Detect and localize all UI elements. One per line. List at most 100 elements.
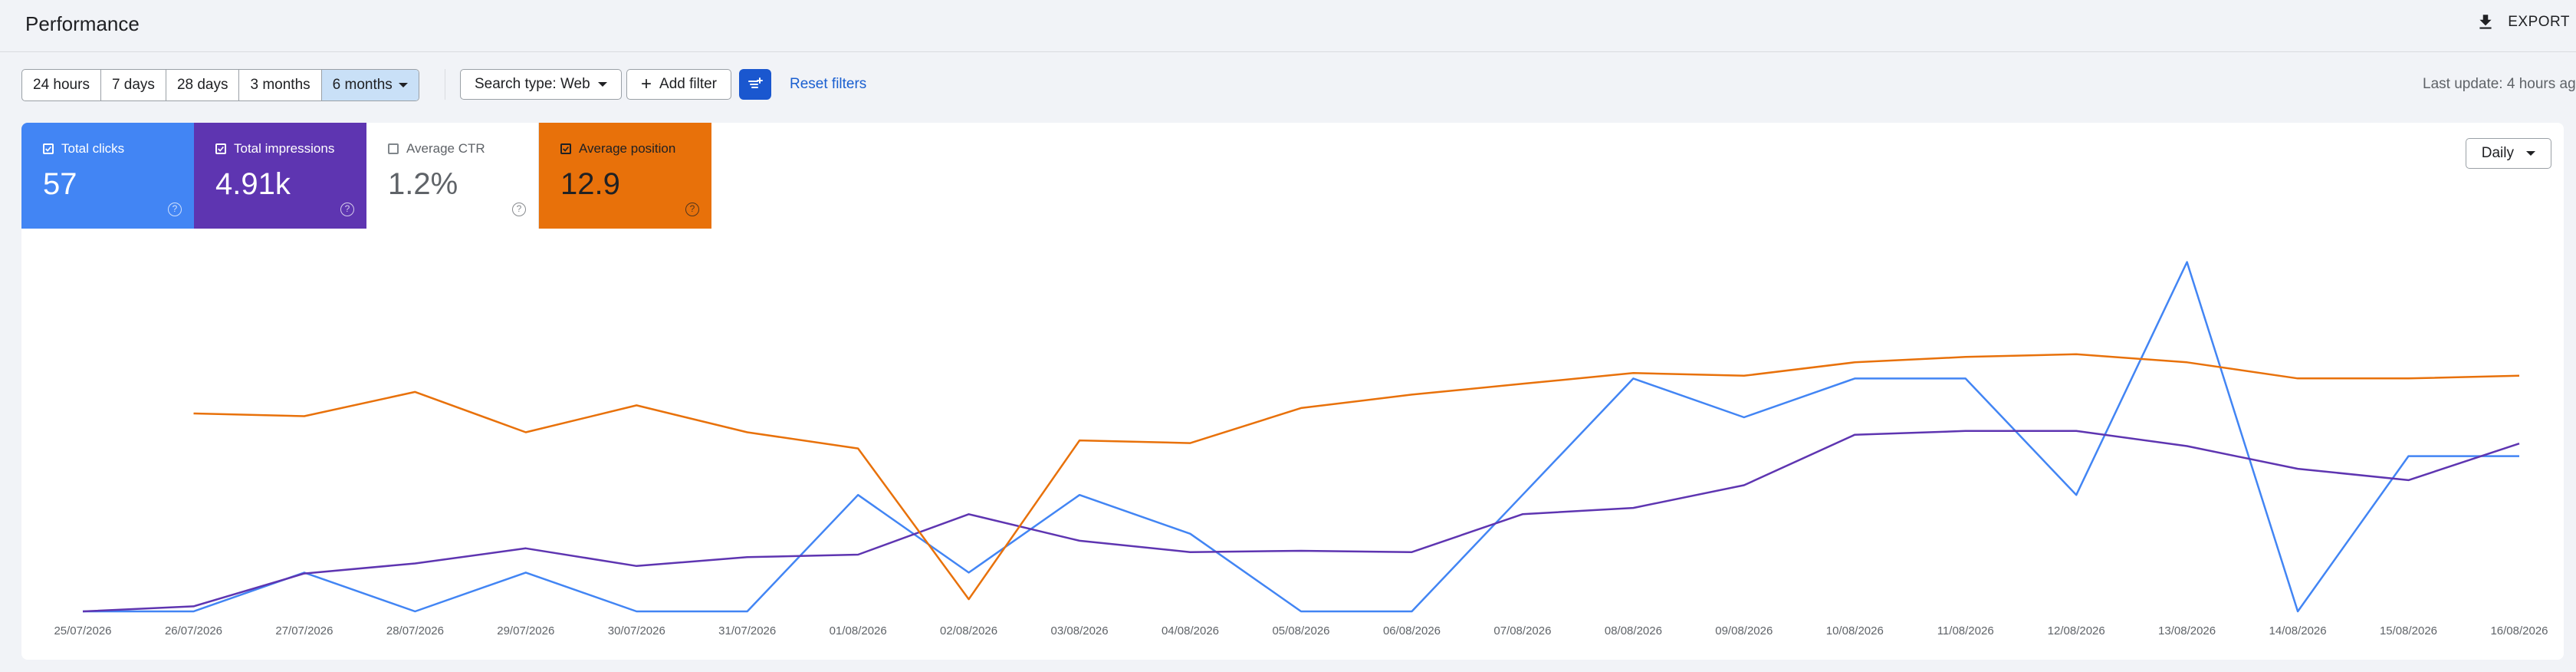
data-point[interactable] xyxy=(1631,371,1635,375)
data-point[interactable] xyxy=(524,546,528,551)
range-28-days[interactable]: 28 days xyxy=(166,70,240,100)
data-point[interactable] xyxy=(1188,441,1193,446)
chevron-down-icon xyxy=(2526,151,2535,156)
checkbox-unchecked-icon[interactable] xyxy=(388,143,399,154)
data-point[interactable] xyxy=(1299,406,1303,410)
data-point[interactable] xyxy=(302,572,307,576)
data-point[interactable] xyxy=(1631,376,1635,380)
range-24-hours[interactable]: 24 hours xyxy=(22,70,101,100)
data-point[interactable] xyxy=(1963,354,1968,359)
search-type-filter[interactable]: Search type: Web xyxy=(460,69,622,100)
data-point[interactable] xyxy=(2185,360,2190,364)
metric-card-total-clicks[interactable]: Total clicks 57 ? xyxy=(21,123,194,229)
metric-value: 12.9 xyxy=(560,167,620,201)
data-point[interactable] xyxy=(1631,506,1635,510)
data-point[interactable] xyxy=(1520,512,1525,516)
data-point[interactable] xyxy=(856,552,860,557)
checkbox-checked-icon[interactable] xyxy=(215,143,226,154)
series-line-average-position xyxy=(193,353,2520,601)
data-point[interactable] xyxy=(2295,466,2300,471)
performance-panel: Total clicks 57 ? Total impressions 4.91… xyxy=(21,123,2564,660)
data-point[interactable] xyxy=(1410,392,1414,397)
help-icon[interactable]: ? xyxy=(512,203,526,216)
data-point[interactable] xyxy=(1852,360,1857,364)
data-point[interactable] xyxy=(1077,438,1082,443)
metric-card-total-impressions[interactable]: Total impressions 4.91k ? xyxy=(194,123,366,229)
x-tick-label: 14/08/2026 xyxy=(2269,624,2327,637)
data-point[interactable] xyxy=(2407,376,2411,380)
data-point[interactable] xyxy=(2407,454,2411,459)
data-point[interactable] xyxy=(302,414,307,419)
data-point[interactable] xyxy=(2074,429,2078,433)
metric-card-average-position[interactable]: Average position 12.9 ? xyxy=(539,123,711,229)
granularity-dropdown[interactable]: Daily xyxy=(2465,138,2551,169)
data-point[interactable] xyxy=(2295,376,2300,380)
checkbox-checked-icon[interactable] xyxy=(560,143,571,154)
data-point[interactable] xyxy=(634,403,639,407)
checkbox-checked-icon[interactable] xyxy=(43,143,54,154)
data-point[interactable] xyxy=(967,570,971,575)
data-point[interactable] xyxy=(1410,609,1414,614)
x-tick-label: 09/08/2026 xyxy=(1715,624,1773,637)
data-point[interactable] xyxy=(1852,433,1857,437)
data-point[interactable] xyxy=(80,609,85,614)
data-point[interactable] xyxy=(1077,539,1082,543)
data-point[interactable] xyxy=(524,570,528,575)
data-point[interactable] xyxy=(1742,374,1746,378)
export-button[interactable]: EXPORT xyxy=(2476,12,2570,32)
data-point[interactable] xyxy=(2407,478,2411,483)
data-point[interactable] xyxy=(1188,550,1193,555)
data-point[interactable] xyxy=(2517,454,2522,459)
range-6-months[interactable]: 6 months xyxy=(321,70,419,100)
data-point[interactable] xyxy=(2295,609,2300,614)
data-point[interactable] xyxy=(1520,492,1525,497)
data-point[interactable] xyxy=(192,609,196,614)
add-filter-button[interactable]: + Add filter xyxy=(626,69,731,100)
data-point[interactable] xyxy=(1410,550,1414,555)
range-3-months[interactable]: 3 months xyxy=(239,70,322,100)
data-point[interactable] xyxy=(2185,444,2190,449)
data-point[interactable] xyxy=(1299,609,1303,614)
range-7-days[interactable]: 7 days xyxy=(101,70,166,100)
data-point[interactable] xyxy=(524,430,528,435)
data-point[interactable] xyxy=(192,411,196,416)
data-point[interactable] xyxy=(412,390,417,394)
data-point[interactable] xyxy=(2074,492,2078,497)
help-icon[interactable]: ? xyxy=(685,203,699,216)
data-point[interactable] xyxy=(1520,381,1525,386)
help-icon[interactable]: ? xyxy=(340,203,354,216)
data-point[interactable] xyxy=(967,512,971,516)
data-point[interactable] xyxy=(1077,492,1082,497)
series-line-total-clicks xyxy=(83,261,2519,613)
data-point[interactable] xyxy=(192,604,196,608)
data-point[interactable] xyxy=(412,609,417,614)
data-point[interactable] xyxy=(856,492,860,497)
data-point[interactable] xyxy=(967,597,971,601)
data-point[interactable] xyxy=(2185,260,2190,265)
data-point[interactable] xyxy=(634,564,639,568)
data-point[interactable] xyxy=(1742,415,1746,420)
x-tick-label: 07/08/2026 xyxy=(1493,624,1551,637)
data-point[interactable] xyxy=(856,446,860,451)
data-point[interactable] xyxy=(1963,429,1968,433)
data-point[interactable] xyxy=(1852,376,1857,380)
filter-settings-button[interactable] xyxy=(739,69,771,100)
data-point[interactable] xyxy=(1963,376,1968,380)
help-icon[interactable]: ? xyxy=(168,203,182,216)
x-tick-label: 27/07/2026 xyxy=(275,624,333,637)
data-point[interactable] xyxy=(745,609,750,614)
add-filter-label: Add filter xyxy=(659,76,717,92)
data-point[interactable] xyxy=(2517,374,2522,378)
data-point[interactable] xyxy=(1742,483,1746,488)
data-point[interactable] xyxy=(2074,352,2078,357)
data-point[interactable] xyxy=(1299,548,1303,553)
reset-filters-link[interactable]: Reset filters xyxy=(790,76,867,92)
plus-icon: + xyxy=(641,74,652,94)
data-point[interactable] xyxy=(745,430,750,435)
metric-card-average-ctr[interactable]: Average CTR 1.2% ? xyxy=(366,123,539,229)
data-point[interactable] xyxy=(634,609,639,614)
data-point[interactable] xyxy=(2517,441,2522,446)
data-point[interactable] xyxy=(745,555,750,559)
data-point[interactable] xyxy=(412,562,417,566)
data-point[interactable] xyxy=(1188,532,1193,536)
